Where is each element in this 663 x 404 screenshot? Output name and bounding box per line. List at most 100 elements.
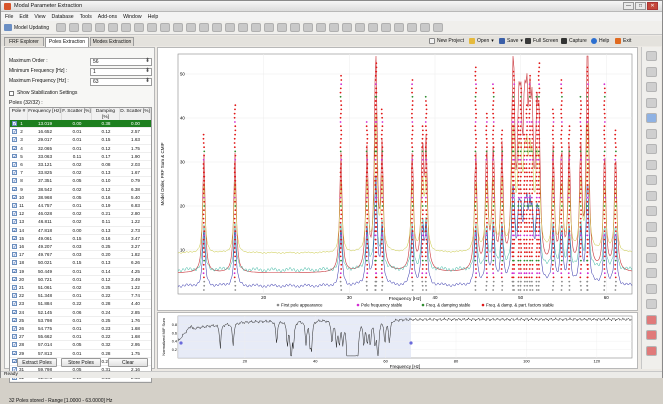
row-checkbox[interactable] <box>12 333 17 341</box>
col-f-scatter[interactable]: F. Scatter [%] <box>62 108 92 120</box>
settings-icon[interactable] <box>646 252 657 263</box>
tab-modes-extraction[interactable]: Modes Extraction <box>90 37 134 46</box>
row-checkbox[interactable] <box>12 309 17 316</box>
export-icon[interactable] <box>646 175 657 185</box>
zoom-icon[interactable] <box>646 51 657 61</box>
tool-icon[interactable] <box>212 23 222 32</box>
tool-icon[interactable] <box>394 23 404 32</box>
marker-icon[interactable] <box>646 345 657 356</box>
tool-icon[interactable] <box>82 23 92 32</box>
undo-icon[interactable] <box>646 283 657 294</box>
cursor-icon[interactable] <box>646 82 657 92</box>
row-checkbox[interactable] <box>12 268 17 275</box>
fit-icon[interactable] <box>646 128 657 139</box>
max-frequency-input[interactable]: 63 <box>90 78 152 86</box>
range-start-handle[interactable] <box>179 341 183 345</box>
col-frequency[interactable]: Frequency [Hz] <box>28 108 62 120</box>
tool-icon[interactable] <box>69 23 79 32</box>
menu-tools[interactable]: Tools <box>79 13 92 20</box>
tool-icon[interactable] <box>381 23 391 32</box>
row-checkbox[interactable] <box>12 284 17 291</box>
row-checkbox[interactable] <box>12 136 17 144</box>
row-checkbox[interactable] <box>12 194 17 201</box>
tool-icon[interactable] <box>121 23 131 32</box>
tool-icon[interactable] <box>420 23 430 32</box>
col-damping[interactable]: Damping [%] <box>92 108 120 120</box>
menu-file[interactable]: File <box>5 13 14 20</box>
tool-icon[interactable] <box>407 23 417 32</box>
tool-icon[interactable] <box>108 23 118 32</box>
row-checkbox[interactable] <box>12 358 17 365</box>
ruler-icon[interactable] <box>646 237 657 247</box>
menu-addons[interactable]: Add-ons <box>97 13 118 20</box>
tool-icon[interactable] <box>303 23 313 32</box>
tool-icon[interactable] <box>433 23 443 32</box>
redo-icon[interactable] <box>646 299 657 309</box>
close-button[interactable]: ✕ <box>647 2 658 10</box>
open-button[interactable]: Open ▾ <box>469 37 494 45</box>
tool-icon[interactable] <box>342 23 352 32</box>
menu-help[interactable]: Help <box>147 13 159 20</box>
row-checkbox[interactable] <box>12 161 17 168</box>
pan-icon[interactable] <box>646 66 657 77</box>
row-checkbox[interactable] <box>12 227 17 234</box>
row-checkbox[interactable] <box>12 210 17 218</box>
store-poles-button[interactable]: Store Poles <box>61 358 101 367</box>
rotate-icon[interactable] <box>646 113 657 123</box>
tool-icon[interactable] <box>173 23 183 32</box>
minimize-button[interactable]: — <box>623 2 634 10</box>
menu-database[interactable]: Database <box>51 13 74 20</box>
menu-window[interactable]: Window <box>123 13 142 20</box>
tool-icon[interactable] <box>225 23 235 32</box>
row-checkbox[interactable] <box>12 317 17 324</box>
tool-icon[interactable] <box>316 23 326 32</box>
tool-icon[interactable] <box>355 23 365 32</box>
row-checkbox[interactable] <box>12 325 17 332</box>
row-checkbox[interactable] <box>12 120 17 127</box>
row-checkbox[interactable] <box>12 292 17 300</box>
col-pole[interactable]: Pole # <box>10 108 28 120</box>
tool-icon[interactable] <box>56 23 66 32</box>
range-end-handle[interactable] <box>409 341 413 345</box>
mif-chart[interactable]: 20 40 60 80 100 120 0.2 0.4 0.6 0.8 Normalized MI… <box>157 312 638 369</box>
grid-icon[interactable] <box>646 190 657 201</box>
tab-poles-extraction[interactable]: Poles Extraction <box>45 37 89 47</box>
row-checkbox[interactable] <box>12 153 17 160</box>
row-checkbox[interactable] <box>12 276 17 283</box>
row-checkbox[interactable] <box>12 202 17 209</box>
stabilization-chart[interactable]: 20 30 40 50 60 10 20 30 40 50 Model Order, FRF Su… <box>157 47 638 311</box>
model-updating-button[interactable]: Model Updating <box>4 24 49 31</box>
legend-icon[interactable] <box>646 268 657 278</box>
help-button[interactable]: Help <box>591 37 609 45</box>
flag-icon[interactable] <box>646 314 657 325</box>
row-checkbox[interactable] <box>12 341 17 349</box>
col-d-scatter[interactable]: D. Scatter [%] <box>120 108 151 120</box>
row-checkbox[interactable] <box>12 218 17 226</box>
max-order-input[interactable]: 56 <box>90 58 152 66</box>
tool-icon[interactable] <box>277 23 287 32</box>
row-checkbox[interactable] <box>12 235 17 242</box>
paste-icon[interactable] <box>646 159 657 170</box>
tool-icon[interactable] <box>290 23 300 32</box>
tool-icon[interactable] <box>134 23 144 32</box>
tool-icon[interactable] <box>147 23 157 32</box>
row-checkbox[interactable] <box>12 145 17 152</box>
min-frequency-input[interactable]: 1 <box>90 68 152 76</box>
row-checkbox[interactable] <box>12 186 17 193</box>
row-checkbox[interactable] <box>12 300 17 308</box>
